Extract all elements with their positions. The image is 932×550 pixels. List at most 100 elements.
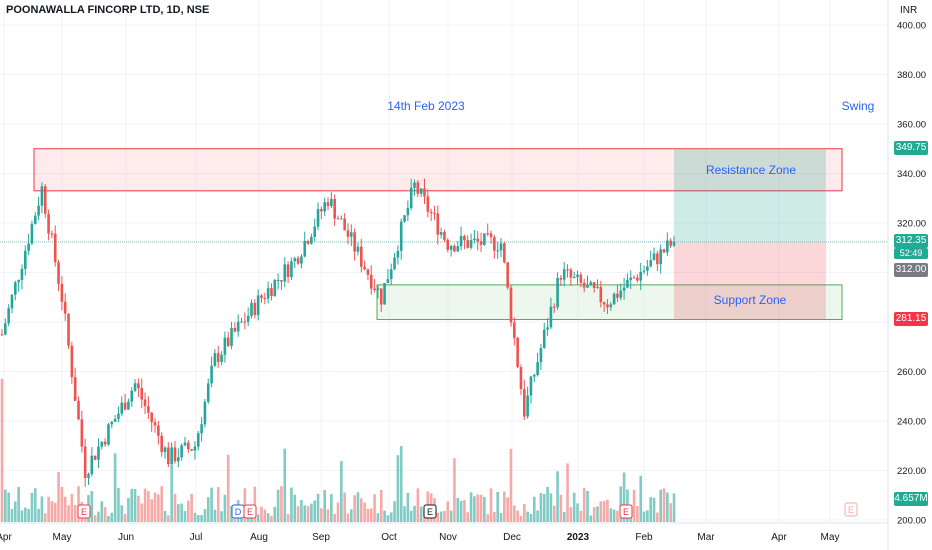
candle-body (163, 447, 167, 453)
candle-body (186, 442, 190, 450)
volume-bar (599, 501, 603, 522)
volume-bar (310, 503, 313, 522)
volume-bar (346, 513, 350, 522)
volume-bar (200, 515, 203, 522)
candle-body (233, 327, 237, 332)
candle-body (546, 327, 549, 330)
volume-bar (586, 491, 589, 522)
y-tick-label: 200.00 (897, 516, 926, 527)
candle-body (107, 424, 110, 445)
volume-bar (669, 503, 672, 522)
candle-body (426, 196, 430, 212)
volume-bar (459, 500, 463, 522)
candle-body (326, 202, 330, 207)
candle-body (293, 258, 297, 262)
currency-label: INR (900, 5, 918, 16)
y-tick-label: 260.00 (897, 367, 926, 378)
y-tick-label: 340.00 (897, 169, 926, 180)
candle-body (359, 246, 363, 267)
candle-body (649, 260, 653, 267)
volume-bar (330, 494, 333, 522)
candle-body (582, 282, 586, 288)
candle-body (7, 308, 10, 324)
volume-bar (276, 489, 280, 522)
candle-body (63, 301, 67, 314)
candle-body (433, 213, 436, 215)
candle-body (140, 388, 144, 400)
candle-body (542, 329, 546, 348)
volume-bar (616, 510, 619, 522)
candle-body (669, 240, 672, 246)
symbol-title[interactable]: POONAWALLA FINCORP LTD, 1D, NSE (6, 4, 210, 16)
candle-body (180, 445, 183, 458)
candle-body (73, 377, 77, 401)
candle-body (57, 262, 60, 284)
event-marker (77, 504, 91, 519)
chart-annotation: Resistance Zone (706, 163, 796, 177)
candle-body (127, 401, 130, 410)
volume-bar (486, 514, 490, 522)
chart-annotation: 14th Feb 2023 (387, 99, 465, 113)
candle-body (213, 353, 217, 366)
event-marker (619, 504, 633, 519)
volume-bar (183, 511, 187, 522)
volume-bar (296, 506, 300, 522)
candle-body (113, 418, 117, 422)
volume-bar (416, 488, 420, 522)
volume-bar (659, 489, 662, 522)
x-tick-label: May (53, 532, 72, 543)
candle-body (446, 239, 450, 250)
candle-body (303, 241, 307, 257)
candle-body (416, 182, 420, 194)
candle-body (579, 274, 583, 283)
volume-bar (649, 497, 653, 522)
candle-body (33, 215, 37, 224)
x-tick-label: May (821, 532, 840, 543)
volume-bar (529, 513, 533, 522)
candle-body (137, 383, 140, 389)
volume-bar (127, 497, 130, 522)
position-stop-area (674, 241, 826, 320)
candle-body (316, 209, 320, 227)
volume-bar (63, 496, 67, 522)
volume-bar (113, 453, 117, 522)
candle-body (170, 447, 173, 465)
volume-bar (359, 498, 363, 522)
x-tick-label: Dec (503, 532, 521, 543)
candle-body (602, 302, 606, 305)
candle-body (183, 442, 187, 446)
event-marker-label: E (623, 507, 629, 517)
volume-bar (483, 496, 486, 522)
candle-body (80, 419, 84, 447)
candle-body (393, 257, 396, 270)
volume-bar (14, 501, 17, 522)
volume-bar (576, 503, 579, 522)
volume-bar (436, 512, 440, 522)
volume-bar (57, 472, 60, 522)
volume-bar (466, 512, 470, 522)
volume-bar (300, 500, 303, 522)
chart-zones (0, 148, 888, 321)
y-tick-label: 240.00 (897, 417, 926, 428)
candle-body (469, 240, 473, 248)
x-tick-label: Oct (381, 532, 397, 543)
volume-bar (639, 475, 643, 522)
candle-body (423, 188, 426, 197)
candle-body (313, 226, 317, 237)
volume-bar (473, 496, 476, 522)
candle-body (629, 277, 633, 280)
candle-body (143, 399, 147, 407)
candle-body (456, 246, 460, 252)
volume-bar (213, 509, 217, 522)
candle-body (376, 288, 380, 291)
volume-bar (562, 511, 566, 522)
x-tick-label: Jul (190, 532, 203, 543)
candle-body (14, 282, 17, 295)
candle-body (399, 221, 403, 251)
event-marker-label: E (427, 507, 433, 517)
volume-bar (642, 511, 646, 522)
candle-body (70, 345, 74, 378)
volume-bar (253, 486, 257, 522)
candle-body (466, 240, 470, 248)
